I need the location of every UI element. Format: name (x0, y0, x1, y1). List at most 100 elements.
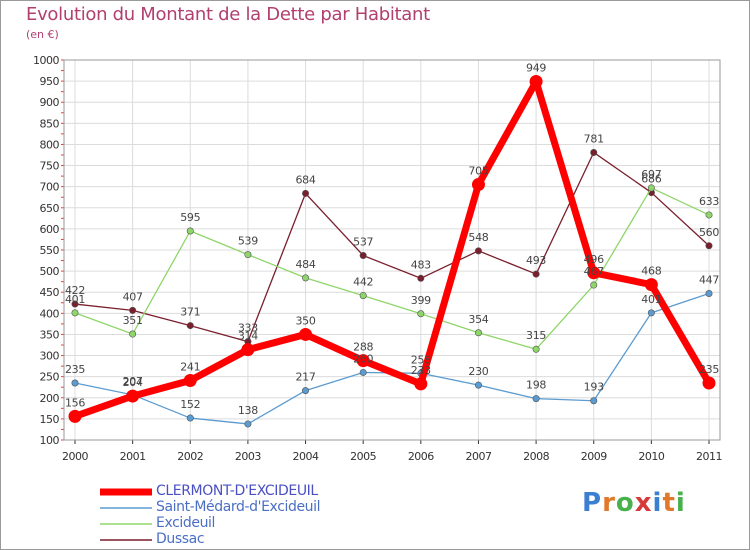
data-label: 235 (699, 363, 719, 376)
y-tick-label: 950 (40, 75, 60, 88)
data-point (71, 379, 79, 387)
data-point (186, 227, 194, 235)
data-label: 207 (123, 375, 143, 388)
data-label: 399 (411, 294, 431, 307)
data-label: 949 (526, 62, 546, 75)
y-tick-label: 850 (40, 117, 60, 130)
data-point (244, 251, 252, 259)
data-label: 333 (238, 322, 258, 335)
data-point (705, 242, 713, 250)
data-point (417, 310, 425, 318)
y-tick-label: 100 (40, 434, 60, 447)
data-label: 204 (123, 376, 143, 389)
data-label: 467 (584, 265, 604, 278)
proxiti-logo: Proxiti (582, 488, 686, 518)
data-point (356, 354, 370, 368)
legend-swatch-clermont (100, 488, 152, 496)
data-label: 354 (468, 313, 488, 326)
data-point (532, 395, 540, 403)
logo-letter: i (652, 488, 663, 518)
data-point (587, 266, 601, 280)
data-label: 371 (180, 306, 200, 319)
data-label: 705 (468, 165, 488, 178)
series-line-3 (74, 151, 710, 343)
x-tick-label: 2005 (350, 450, 376, 463)
data-label: 315 (526, 329, 546, 342)
y-tick-label: 450 (40, 286, 60, 299)
data-label: 314 (238, 330, 258, 343)
data-point (359, 251, 367, 259)
data-point (705, 211, 713, 219)
data-label: 401 (641, 293, 661, 306)
axes: 100 150 200 250 300 350 400 450 500 550 600 650 700 7… (33, 54, 723, 463)
data-point (71, 309, 79, 317)
data-point (590, 281, 598, 289)
data-point (647, 184, 655, 192)
y-tick-label: 600 (40, 223, 60, 236)
data-label: 407 (123, 290, 143, 303)
data-point (71, 300, 79, 308)
data-label: 548 (468, 231, 488, 244)
data-label: 539 (238, 235, 258, 248)
data-labels: 156 204 241 314 350 288 233 705 949 496 468 235 235 2… (65, 62, 720, 417)
x-tick-label: 2001 (120, 450, 146, 463)
data-point (702, 376, 716, 390)
data-label: 484 (295, 258, 315, 271)
x-tick-label: 2002 (177, 450, 203, 463)
data-label: 217 (295, 371, 315, 384)
data-point (359, 368, 367, 376)
logo-letter: i (675, 488, 686, 518)
data-label: 230 (468, 365, 488, 378)
data-label: 781 (584, 132, 604, 145)
logo-letter: x (634, 488, 653, 518)
data-point (68, 409, 82, 423)
chart-title: Evolution du Montant de la Dette par Hab… (26, 4, 430, 25)
x-tick-label: 2003 (235, 450, 261, 463)
data-point (302, 274, 310, 282)
legend-swatch-saint-medard (100, 507, 152, 509)
x-tick-label: 2009 (581, 450, 607, 463)
data-label: 260 (353, 352, 373, 365)
logo-letter: o (615, 488, 635, 518)
data-point (647, 309, 655, 317)
y-tick-label: 650 (40, 202, 60, 215)
legend-label-excideuil: Excideuil (156, 515, 216, 531)
data-label: 138 (238, 404, 258, 417)
data-label: 241 (180, 360, 200, 373)
y-tick-label: 250 (40, 371, 60, 384)
y-tick-label: 900 (40, 96, 60, 109)
data-label: 595 (180, 211, 200, 224)
data-point (186, 322, 194, 330)
data-label: 633 (699, 195, 719, 208)
grid (64, 59, 720, 441)
legend-label-dussac: Dussac (156, 531, 205, 547)
data-label: 468 (641, 265, 661, 278)
data-point (532, 270, 540, 278)
y-tick-label: 300 (40, 350, 60, 363)
data-label: 442 (353, 276, 373, 289)
data-point (644, 278, 658, 292)
y-tick-label: 750 (40, 160, 60, 173)
x-tick-label: 2011 (696, 450, 722, 463)
data-point (471, 178, 485, 192)
x-tick-label: 2006 (408, 450, 434, 463)
data-point (129, 330, 137, 338)
data-point (532, 345, 540, 353)
logo-letter: t (662, 488, 676, 518)
data-label: 686 (641, 173, 661, 186)
data-label: 493 (526, 254, 546, 267)
data-label: 684 (295, 173, 315, 186)
y-tick-label: 150 (40, 413, 60, 426)
data-point (186, 414, 194, 422)
y-tick-label: 700 (40, 181, 60, 194)
logo-letter: r (602, 488, 616, 518)
data-label: 235 (65, 363, 85, 376)
legend-swatch-excideuil (100, 523, 152, 525)
data-point (590, 397, 598, 405)
y-tick-label: 350 (40, 328, 60, 341)
data-label: 422 (65, 284, 85, 297)
data-label: 560 (699, 226, 719, 239)
data-point (417, 274, 425, 282)
data-label: 537 (353, 235, 373, 248)
